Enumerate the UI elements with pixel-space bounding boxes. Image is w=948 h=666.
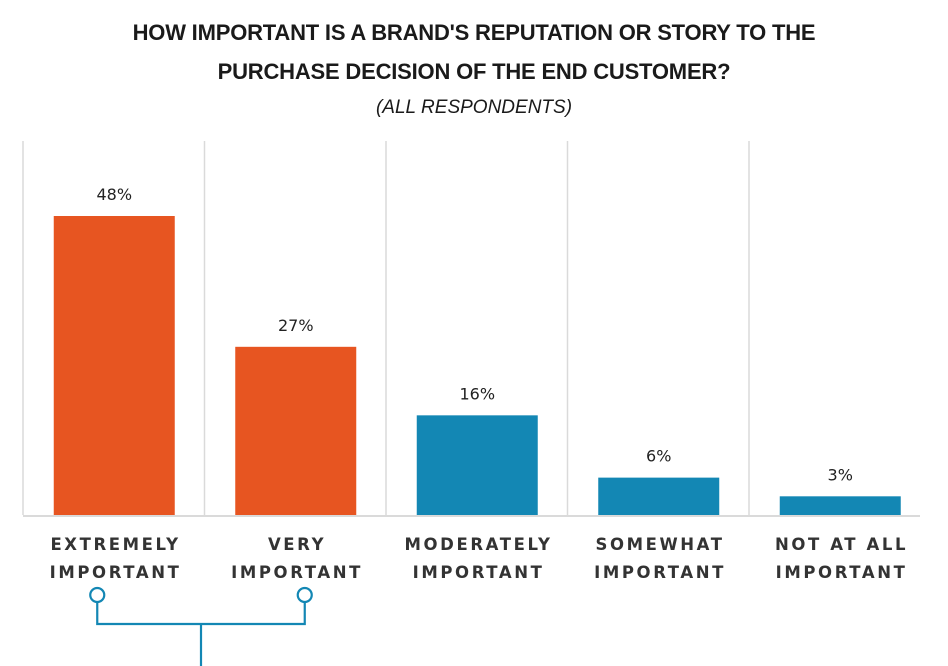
value-label: 6% bbox=[646, 447, 671, 466]
value-label: 3% bbox=[828, 465, 853, 484]
bracket-line bbox=[96, 602, 306, 626]
chart-title-line-2: PURCHASE DECISION OF THE END CUSTOMER? bbox=[217, 59, 731, 84]
bar bbox=[598, 477, 720, 515]
category-label: MODERATELY bbox=[405, 535, 553, 554]
category-label: NOT AT ALL bbox=[775, 535, 908, 554]
value-label: 27% bbox=[278, 316, 314, 335]
category-label: SOMEWHAT bbox=[595, 535, 724, 554]
value-label: 16% bbox=[459, 384, 495, 403]
category-labels: EXTREMELY IMPORTANT VERY IMPORTANT MODERATEL… bbox=[50, 535, 908, 582]
value-label: 48% bbox=[96, 185, 132, 204]
category-label: VERY bbox=[268, 535, 326, 554]
category-label: IMPORTANT bbox=[413, 563, 545, 582]
chart-title-line-1: HOW IMPORTANT IS A BRAND'S REPUTATION OR… bbox=[132, 20, 816, 45]
bar bbox=[235, 346, 357, 515]
bar bbox=[779, 496, 901, 515]
bars bbox=[53, 216, 901, 515]
value-labels: 48% 27% 16% 6% 3% bbox=[96, 185, 852, 484]
grouping-bracket bbox=[89, 586, 313, 666]
category-label: IMPORTANT bbox=[231, 563, 363, 582]
bar bbox=[53, 216, 175, 515]
bracket-node bbox=[89, 586, 106, 604]
chart-subtitle: (ALL RESPONDENTS) bbox=[375, 97, 573, 118]
category-label: IMPORTANT bbox=[594, 563, 726, 582]
gridlines bbox=[22, 141, 920, 517]
bar bbox=[416, 415, 538, 515]
category-label: IMPORTANT bbox=[50, 563, 182, 582]
bracket-node bbox=[296, 586, 313, 604]
category-label: EXTREMELY bbox=[50, 535, 180, 554]
category-label: IMPORTANT bbox=[776, 563, 908, 582]
